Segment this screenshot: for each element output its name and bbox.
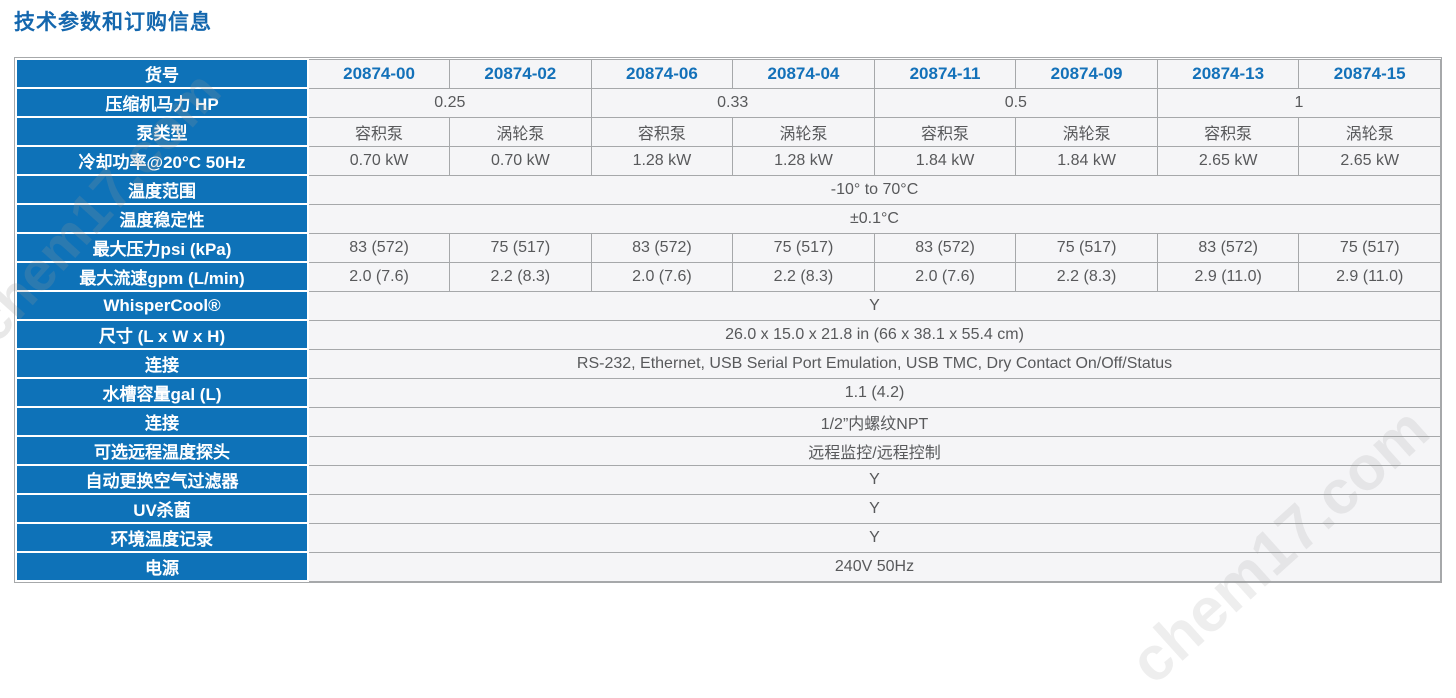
row-label: 最大流速gpm (L/min) [15,261,309,292]
table-row: WhisperCool® Y [15,290,1441,321]
spec-table-body: 货号 20874-00 20874-02 20874-06 20874-04 20874-… [15,58,1442,582]
row-label: 压缩机马力 HP [15,87,309,118]
table-row: 温度范围 -10° to 70°C [15,174,1441,205]
row-label: WhisperCool® [15,290,309,321]
spec-value-cell: 75 (517) [1015,232,1158,263]
row-label: 自动更换空气过滤器 [15,464,309,495]
spec-value-cell: 75 (517) [449,232,592,263]
spec-value-cell: Y [307,493,1441,524]
spec-value-cell: 0.70 kW [307,145,451,176]
spec-value-cell: 涡轮泵 [1015,116,1158,147]
spec-table: 货号 20874-00 20874-02 20874-06 20874-04 20874-… [15,58,1442,582]
spec-value-cell: 1.1 (4.2) [307,377,1441,408]
row-label: 货号 [15,58,309,89]
table-row: 货号 20874-00 20874-02 20874-06 20874-04 20874-… [15,58,1441,89]
spec-value-cell: 2.9 (11.0) [1298,261,1441,292]
spec-value-cell: ±0.1°C [307,203,1441,234]
spec-value-cell: RS-232, Ethernet, USB Serial Port Emulat… [307,348,1441,379]
spec-value-cell: 涡轮泵 [449,116,592,147]
spec-value-cell: Y [307,290,1441,321]
spec-value-cell: 83 (572) [590,232,734,263]
row-label: 冷却功率@20°C 50Hz [15,145,309,176]
spec-value-cell: 2.65 kW [1156,145,1300,176]
table-row: 可选远程温度探头 远程监控/远程控制 [15,435,1441,466]
row-label: 温度稳定性 [15,203,309,234]
model-header-cell: 20874-02 [449,58,592,89]
model-header-cell: 20874-09 [1015,58,1158,89]
spec-value-cell: -10° to 70°C [307,174,1441,205]
spec-value-cell: 1.84 kW [873,145,1017,176]
row-label: 连接 [15,406,309,437]
row-label: 可选远程温度探头 [15,435,309,466]
spec-value-cell: 涡轮泵 [1298,116,1441,147]
row-label: 温度范围 [15,174,309,205]
model-header-cell: 20874-15 [1298,58,1441,89]
spec-value-cell: 83 (572) [873,232,1017,263]
spec-value-cell: 2.2 (8.3) [1015,261,1158,292]
table-row: 水槽容量gal (L) 1.1 (4.2) [15,377,1441,408]
row-label: UV杀菌 [15,493,309,524]
table-row: 电源 240V 50Hz [15,551,1441,582]
spec-value-cell: 2.0 (7.6) [307,261,451,292]
spec-value-cell: 2.2 (8.3) [449,261,592,292]
spec-value-cell: 1 [1156,87,1442,118]
table-row: 自动更换空气过滤器 Y [15,464,1441,495]
spec-value-cell: 0.70 kW [449,145,592,176]
row-label: 泵类型 [15,116,309,147]
spec-value-cell: 1/2”内螺纹NPT [307,406,1441,437]
spec-value-cell: 容积泵 [1156,116,1300,147]
table-row: 最大压力psi (kPa) 83 (572) 75 (517) 83 (572) 75 … [15,232,1441,263]
spec-value-cell: 75 (517) [732,232,875,263]
table-row: 连接 RS-232, Ethernet, USB Serial Port Emul… [15,348,1441,379]
spec-value-cell: Y [307,464,1441,495]
table-row: 冷却功率@20°C 50Hz 0.70 kW 0.70 kW 1.28 kW 1.28 … [15,145,1441,176]
spec-value-cell: 1.84 kW [1015,145,1158,176]
spec-value-cell: 2.0 (7.6) [873,261,1017,292]
table-row: 泵类型 容积泵 涡轮泵 容积泵 涡轮泵 容积泵 涡轮泵 容积泵 涡轮泵 [15,116,1441,147]
row-label: 电源 [15,551,309,582]
table-row: 连接 1/2”内螺纹NPT [15,406,1441,437]
table-row: 最大流速gpm (L/min) 2.0 (7.6) 2.2 (8.3) 2.0 (7.… [15,261,1441,292]
table-row: 环境温度记录 Y [15,522,1441,553]
spec-value-cell: 涡轮泵 [732,116,875,147]
spec-value-cell: 83 (572) [307,232,451,263]
spec-value-cell: 0.33 [590,87,875,118]
spec-value-cell: 26.0 x 15.0 x 21.8 in (66 x 38.1 x 55.4 … [307,319,1441,350]
spec-value-cell: Y [307,522,1441,553]
table-row: 尺寸 (L x W x H) 26.0 x 15.0 x 21.8 in (66 … [15,319,1441,350]
page-title: 技术参数和订购信息 [14,11,212,34]
spec-value-cell: 0.5 [873,87,1158,118]
spec-value-cell: 远程监控/远程控制 [307,435,1441,466]
spec-value-cell: 2.0 (7.6) [590,261,734,292]
spec-value-cell: 容积泵 [590,116,734,147]
spec-table-wrapper: 货号 20874-00 20874-02 20874-06 20874-04 20874-… [14,57,1442,583]
spec-value-cell: 1.28 kW [590,145,734,176]
spec-value-cell: 2.9 (11.0) [1156,261,1300,292]
model-header-cell: 20874-06 [590,58,734,89]
row-label: 环境温度记录 [15,522,309,553]
row-label: 连接 [15,348,309,379]
table-row: 压缩机马力 HP 0.25 0.33 0.5 1 [15,87,1442,118]
row-label: 水槽容量gal (L) [15,377,309,408]
spec-value-cell: 2.65 kW [1298,145,1441,176]
model-header-cell: 20874-11 [873,58,1017,89]
table-row: UV杀菌 Y [15,493,1441,524]
row-label: 尺寸 (L x W x H) [15,319,309,350]
spec-value-cell: 0.25 [307,87,592,118]
table-row: 温度稳定性 ±0.1°C [15,203,1441,234]
spec-value-cell: 75 (517) [1298,232,1441,263]
spec-value-cell: 容积泵 [873,116,1017,147]
spec-value-cell: 2.2 (8.3) [732,261,875,292]
model-header-cell: 20874-13 [1156,58,1300,89]
model-header-cell: 20874-00 [307,58,451,89]
model-header-cell: 20874-04 [732,58,875,89]
spec-value-cell: 容积泵 [307,116,451,147]
spec-value-cell: 83 (572) [1156,232,1300,263]
spec-value-cell: 1.28 kW [732,145,875,176]
spec-value-cell: 240V 50Hz [307,551,1441,582]
row-label: 最大压力psi (kPa) [15,232,309,263]
